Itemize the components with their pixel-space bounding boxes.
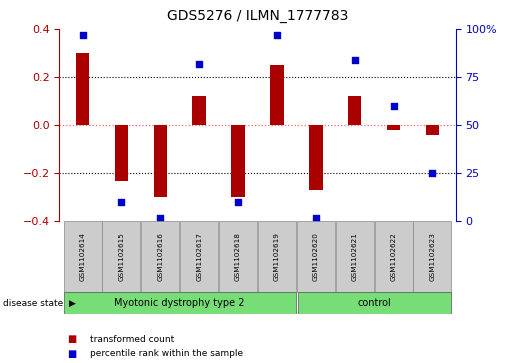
FancyBboxPatch shape: [298, 292, 452, 314]
Bar: [425, 125, 439, 135]
Text: transformed count: transformed count: [90, 335, 175, 344]
FancyBboxPatch shape: [374, 221, 413, 292]
Point: [234, 199, 242, 205]
FancyBboxPatch shape: [336, 221, 374, 292]
Bar: [231, 125, 245, 197]
FancyBboxPatch shape: [258, 221, 296, 292]
Text: GDS5276 / ILMN_1777783: GDS5276 / ILMN_1777783: [167, 9, 348, 23]
Text: GSM1102615: GSM1102615: [118, 232, 125, 281]
Text: GSM1102614: GSM1102614: [79, 232, 85, 281]
Text: GSM1102619: GSM1102619: [274, 232, 280, 281]
Text: ■: ■: [67, 334, 76, 344]
Point: [273, 32, 281, 38]
Bar: [270, 65, 284, 125]
Bar: [348, 96, 362, 125]
Text: GSM1102618: GSM1102618: [235, 232, 241, 281]
Text: GSM1102621: GSM1102621: [352, 232, 358, 281]
Text: Myotonic dystrophy type 2: Myotonic dystrophy type 2: [114, 298, 245, 308]
FancyBboxPatch shape: [180, 221, 218, 292]
Bar: [76, 53, 90, 125]
Text: GSM1102616: GSM1102616: [157, 232, 163, 281]
Point: [389, 103, 398, 109]
FancyBboxPatch shape: [63, 292, 296, 314]
Point: [428, 170, 437, 176]
Bar: [153, 125, 167, 197]
FancyBboxPatch shape: [414, 221, 452, 292]
FancyBboxPatch shape: [219, 221, 257, 292]
Text: GSM1102617: GSM1102617: [196, 232, 202, 281]
Text: GSM1102623: GSM1102623: [430, 232, 436, 281]
Point: [195, 61, 203, 66]
FancyBboxPatch shape: [102, 221, 141, 292]
Text: control: control: [357, 298, 391, 308]
FancyBboxPatch shape: [297, 221, 335, 292]
Point: [156, 215, 164, 220]
Point: [312, 215, 320, 220]
Point: [117, 199, 126, 205]
Text: percentile rank within the sample: percentile rank within the sample: [90, 350, 243, 358]
Text: GSM1102622: GSM1102622: [390, 232, 397, 281]
Bar: [387, 125, 400, 130]
Bar: [309, 125, 322, 190]
Text: ■: ■: [67, 349, 76, 359]
Bar: [115, 125, 128, 180]
FancyBboxPatch shape: [63, 221, 101, 292]
Point: [78, 32, 87, 38]
Point: [351, 57, 359, 63]
Bar: [193, 96, 206, 125]
FancyBboxPatch shape: [141, 221, 179, 292]
Text: GSM1102620: GSM1102620: [313, 232, 319, 281]
Text: disease state  ▶: disease state ▶: [3, 299, 76, 307]
